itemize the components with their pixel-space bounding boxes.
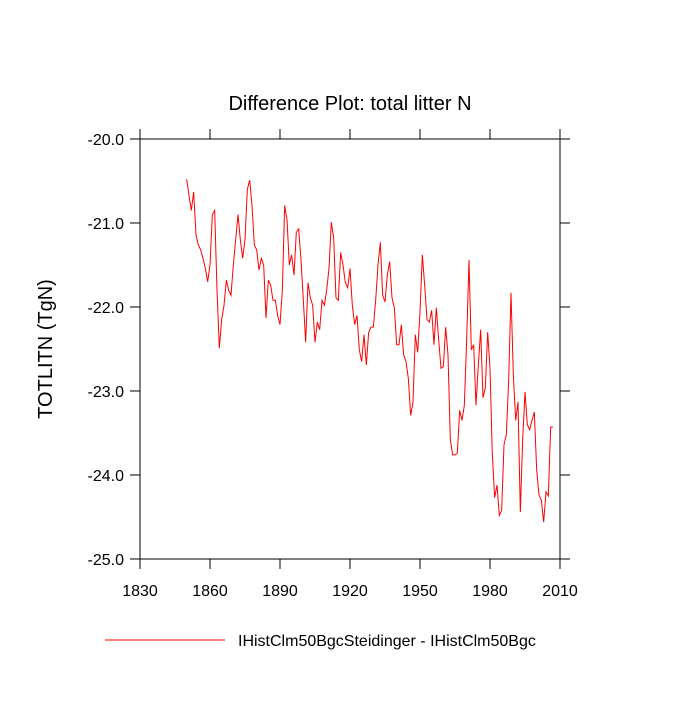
- y-tick-label: -24.0: [88, 468, 125, 485]
- y-tick-label: -23.0: [88, 384, 125, 401]
- x-tick-label: 1830: [122, 583, 158, 600]
- chart-title: Difference Plot: total litter N: [228, 93, 471, 115]
- y-tick-label: -20.0: [88, 132, 125, 149]
- y-tick-label: -22.0: [88, 300, 125, 317]
- y-axis-label: TOTLITN (TgN): [35, 279, 57, 419]
- x-tick-label: 1860: [192, 583, 228, 600]
- x-tick-label: 1980: [472, 583, 508, 600]
- x-tick-label: 1950: [402, 583, 438, 600]
- x-tick-label: 1920: [332, 583, 368, 600]
- data-line: [186, 179, 553, 523]
- x-tick-label: 2010: [542, 583, 578, 600]
- plot-frame: [139, 138, 561, 560]
- y-tick-label: -21.0: [88, 216, 125, 233]
- legend-label: IHistClm50BgcSteidinger - IHistClm50Bgc: [238, 633, 536, 650]
- x-tick-label: 1890: [262, 583, 298, 600]
- y-tick-label: -25.0: [88, 552, 125, 569]
